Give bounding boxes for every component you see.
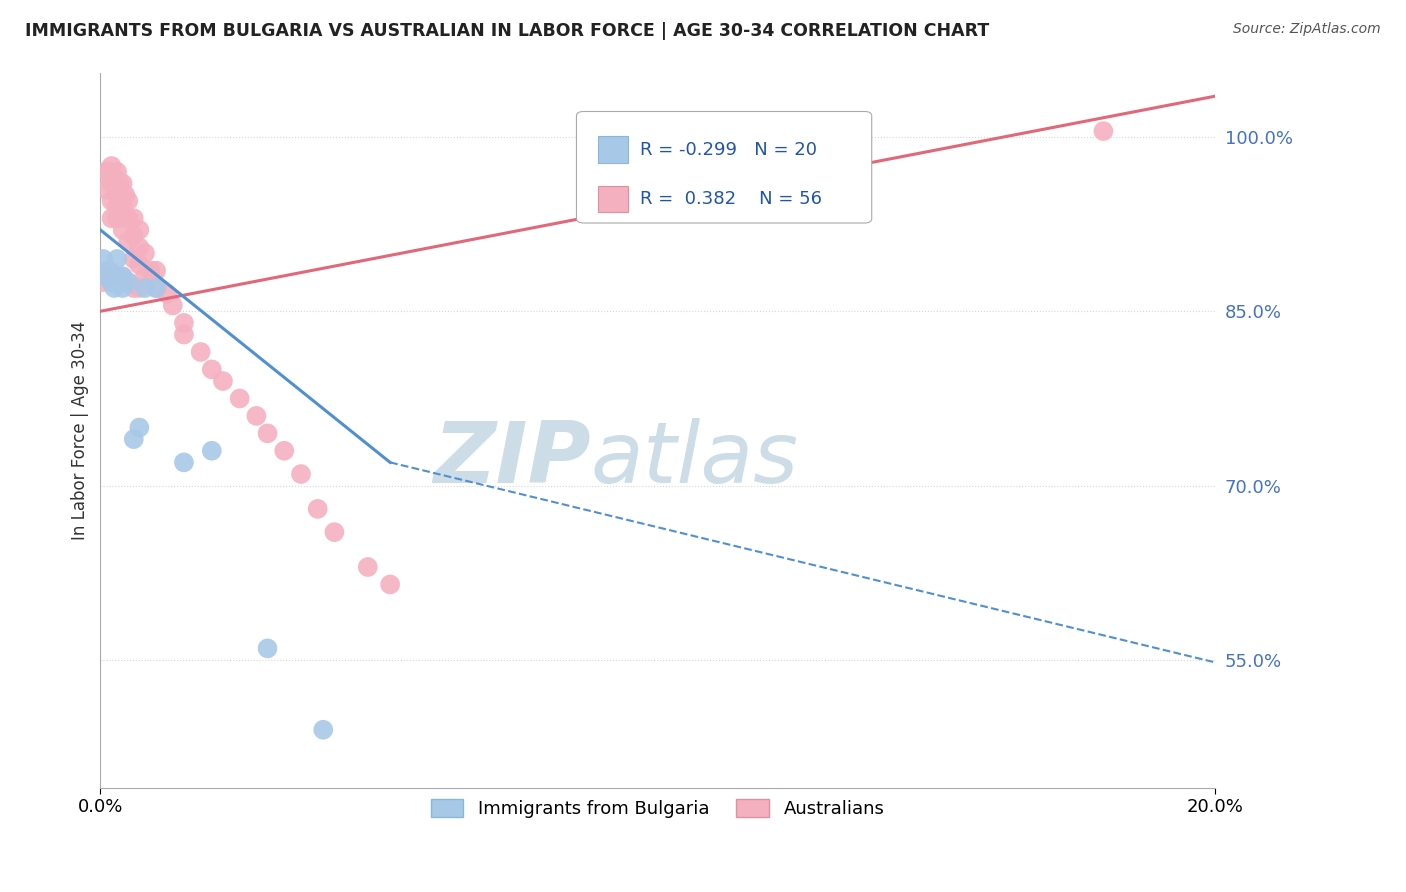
Text: R =  0.382    N = 56: R = 0.382 N = 56 <box>640 190 821 208</box>
Point <box>100 211 122 226</box>
Point <box>100 275 122 289</box>
Point <box>111 200 134 214</box>
Point <box>108 275 131 289</box>
Point <box>122 281 145 295</box>
Point <box>307 501 329 516</box>
Point <box>145 263 167 277</box>
Point <box>111 269 134 284</box>
Point <box>94 182 117 196</box>
Point <box>128 281 150 295</box>
Point <box>105 211 128 226</box>
Point <box>245 409 267 423</box>
Point <box>111 269 134 284</box>
Point <box>91 275 114 289</box>
Point <box>357 560 380 574</box>
Point <box>128 240 150 254</box>
Point <box>145 281 167 295</box>
Point <box>201 362 224 376</box>
Point <box>156 286 179 301</box>
Point <box>128 258 150 272</box>
Point <box>103 170 125 185</box>
Point <box>145 281 167 295</box>
Point <box>94 269 117 284</box>
Point <box>212 374 235 388</box>
Point <box>94 165 117 179</box>
Text: ZIP: ZIP <box>433 417 591 500</box>
Point <box>134 281 156 295</box>
Point <box>190 345 212 359</box>
Point <box>378 577 401 591</box>
Y-axis label: In Labor Force | Age 30-34: In Labor Force | Age 30-34 <box>72 321 89 540</box>
Point <box>105 269 128 284</box>
Point <box>97 165 120 179</box>
Point <box>134 246 156 260</box>
Point <box>105 177 128 191</box>
Point <box>100 269 122 284</box>
Point <box>105 252 128 266</box>
Point <box>173 316 195 330</box>
Point <box>122 211 145 226</box>
Point <box>111 177 134 191</box>
Point <box>97 263 120 277</box>
Point <box>173 455 195 469</box>
Point <box>256 426 278 441</box>
Point <box>117 275 139 289</box>
Point <box>103 281 125 295</box>
Point <box>256 641 278 656</box>
Point <box>117 275 139 289</box>
Point <box>122 252 145 266</box>
Point <box>100 159 122 173</box>
Point <box>122 432 145 446</box>
Point <box>105 165 128 179</box>
Point <box>162 298 184 312</box>
Point <box>228 392 250 406</box>
Point <box>94 269 117 284</box>
Point <box>1092 124 1115 138</box>
Legend: Immigrants from Bulgaria, Australians: Immigrants from Bulgaria, Australians <box>423 791 891 825</box>
Point <box>100 177 122 191</box>
Point <box>108 177 131 191</box>
Point <box>111 281 134 295</box>
Point <box>312 723 335 737</box>
Text: Source: ZipAtlas.com: Source: ZipAtlas.com <box>1233 22 1381 37</box>
Point <box>117 211 139 226</box>
Point <box>323 525 346 540</box>
Point <box>139 263 162 277</box>
Point <box>100 194 122 208</box>
Point <box>114 188 136 202</box>
Point <box>201 443 224 458</box>
Point <box>91 252 114 266</box>
Text: R = -0.299   N = 20: R = -0.299 N = 20 <box>640 141 817 159</box>
Point <box>105 269 128 284</box>
Point <box>117 235 139 249</box>
Point <box>111 223 134 237</box>
Point <box>290 467 312 481</box>
Point <box>128 223 150 237</box>
Point <box>105 200 128 214</box>
Point <box>134 269 156 284</box>
Point <box>128 420 150 434</box>
Text: atlas: atlas <box>591 417 799 500</box>
Point <box>273 443 295 458</box>
Point <box>173 327 195 342</box>
Point <box>105 188 128 202</box>
Text: IMMIGRANTS FROM BULGARIA VS AUSTRALIAN IN LABOR FORCE | AGE 30-34 CORRELATION CH: IMMIGRANTS FROM BULGARIA VS AUSTRALIAN I… <box>25 22 990 40</box>
Point <box>117 194 139 208</box>
Point <box>122 228 145 243</box>
